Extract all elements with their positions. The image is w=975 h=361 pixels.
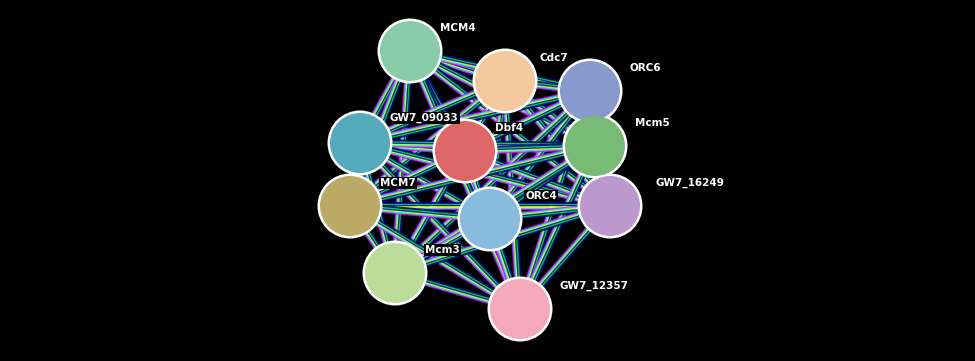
Circle shape	[563, 113, 628, 178]
Circle shape	[330, 113, 390, 173]
Text: Mcm3: Mcm3	[425, 245, 460, 255]
Text: MCM4: MCM4	[440, 23, 476, 33]
Text: ORC4: ORC4	[525, 191, 557, 201]
Circle shape	[365, 243, 425, 303]
Circle shape	[560, 61, 620, 121]
Circle shape	[377, 18, 443, 83]
Text: GW7_16249: GW7_16249	[655, 178, 723, 188]
Circle shape	[490, 279, 550, 339]
Text: ORC6: ORC6	[630, 63, 662, 73]
Circle shape	[473, 48, 537, 113]
Text: GW7_12357: GW7_12357	[560, 281, 629, 291]
Circle shape	[320, 176, 380, 236]
Circle shape	[565, 116, 625, 176]
Circle shape	[433, 118, 497, 183]
Circle shape	[363, 240, 427, 305]
Circle shape	[488, 277, 553, 342]
Circle shape	[318, 174, 382, 239]
Text: Dbf4: Dbf4	[495, 123, 524, 133]
Circle shape	[460, 189, 520, 249]
Text: GW7_09033: GW7_09033	[390, 113, 459, 123]
Text: Mcm5: Mcm5	[635, 118, 670, 128]
Circle shape	[475, 51, 535, 111]
Circle shape	[558, 58, 622, 123]
Circle shape	[380, 21, 440, 81]
Circle shape	[457, 187, 523, 252]
Text: MCM7: MCM7	[380, 178, 415, 188]
Circle shape	[328, 110, 393, 175]
Circle shape	[580, 176, 640, 236]
Text: Cdc7: Cdc7	[540, 53, 568, 63]
Circle shape	[435, 121, 495, 181]
Circle shape	[577, 174, 643, 239]
